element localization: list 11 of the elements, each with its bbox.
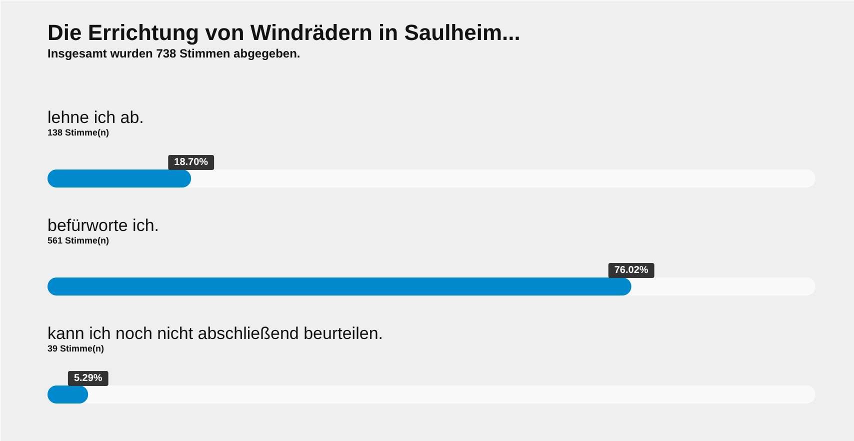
y-tick-label: lehne ich ab. [48,108,144,127]
data-label: 18.70% [174,157,208,168]
annotation: 39 Stimme(n) [48,344,104,354]
chart-subtitle: Insgesamt wurden 738 Stimmen abgegeben. [48,46,300,60]
data-label: 5.29% [74,373,102,384]
data-label: 76.02% [614,265,648,276]
chart-title: Die Errichtung von Windrädern in Saulheim... [48,20,520,45]
y-tick-label: kann ich noch nicht abschließend beurteilen. [48,324,383,343]
annotation: 138 Stimme(n) [48,128,110,138]
y-tick-label: befürworte ich. [48,216,159,235]
annotation: 561 Stimme(n) [48,236,110,246]
